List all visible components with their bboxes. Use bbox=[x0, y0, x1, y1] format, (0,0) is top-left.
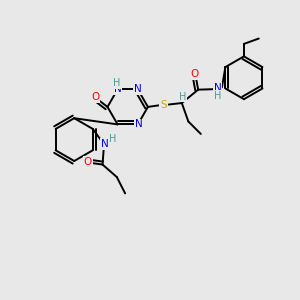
Text: N: N bbox=[214, 83, 222, 93]
Text: N: N bbox=[134, 119, 142, 129]
Text: N: N bbox=[134, 84, 142, 94]
Text: N: N bbox=[101, 139, 109, 149]
Text: H: H bbox=[109, 134, 116, 144]
Text: H: H bbox=[179, 92, 186, 101]
Text: O: O bbox=[84, 157, 92, 166]
Text: N: N bbox=[114, 84, 122, 94]
Text: O: O bbox=[91, 92, 99, 102]
Text: O: O bbox=[190, 69, 199, 79]
Text: S: S bbox=[160, 100, 167, 110]
Text: H: H bbox=[214, 91, 221, 101]
Text: H: H bbox=[113, 78, 121, 88]
